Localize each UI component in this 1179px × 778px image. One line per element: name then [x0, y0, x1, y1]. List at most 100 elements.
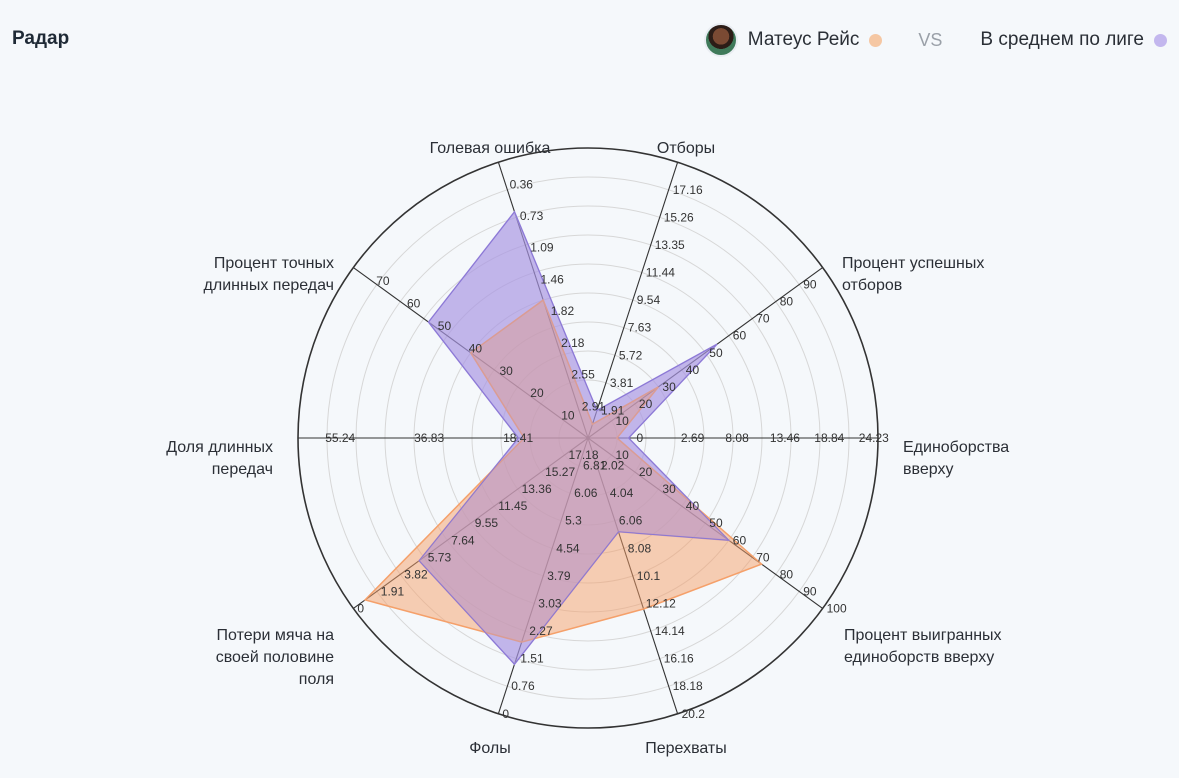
- tick-label: 6.81: [583, 459, 607, 473]
- tick-label: 30: [662, 380, 676, 394]
- tick-label: 2.02: [601, 459, 625, 473]
- tick-label: 18.84: [814, 431, 844, 445]
- tick-label: 6.06: [619, 514, 643, 528]
- tick-label: 2.69: [681, 431, 705, 445]
- tick-label: 5.3: [565, 514, 582, 528]
- series-player-area: [363, 298, 764, 643]
- tick-label: 1.51: [520, 652, 544, 666]
- axis-line: [587, 162, 679, 439]
- player-avatar: [703, 23, 738, 57]
- axis-label: Голевая ошибка: [430, 140, 551, 157]
- tick-label: 24.23: [859, 431, 889, 445]
- tick-label: 1.82: [551, 304, 575, 318]
- tick-label: 80: [780, 567, 794, 581]
- page-title: Радар: [12, 28, 70, 49]
- tick-label: 3.82: [404, 567, 428, 581]
- axis-label: Потери мяча на своей половине поля: [216, 627, 334, 688]
- legend-player[interactable]: Матеус Рейс: [703, 23, 883, 57]
- tick-label: 11.44: [646, 266, 675, 280]
- tick-label: 4.54: [556, 541, 580, 555]
- tick-label: 10: [616, 414, 630, 428]
- tick-label: 30: [500, 364, 514, 378]
- tick-label: 2.91: [582, 399, 606, 413]
- tick-label: 10: [561, 409, 575, 423]
- tick-label: 3.81: [610, 376, 634, 390]
- tick-label: 70: [756, 312, 770, 326]
- legend-league-label: В среднем по лиге: [980, 29, 1144, 50]
- tick-label: 80: [780, 295, 794, 309]
- tick-label: 10.1: [637, 569, 661, 583]
- tick-label: 90: [803, 584, 817, 598]
- axis-label: Процент точных длинных передач: [204, 255, 334, 294]
- tick-label: 3.03: [538, 597, 562, 611]
- tick-label: 11.45: [498, 499, 527, 513]
- tick-label: 15.26: [664, 210, 694, 224]
- tick-label: 20: [639, 397, 653, 411]
- legend: Матеус Рейс VS В среднем по лиге: [703, 18, 1167, 62]
- tick-label: 1.09: [530, 241, 554, 255]
- tick-label: 13.35: [655, 238, 685, 252]
- tick-label: 0.73: [520, 209, 544, 223]
- vs-label: VS: [918, 29, 943, 50]
- tick-label: 13.46: [770, 431, 800, 445]
- tick-label: 70: [376, 274, 390, 288]
- legend-player-label: Матеус Рейс: [747, 29, 860, 50]
- tick-label: 8.08: [725, 431, 749, 445]
- tick-label: 2.27: [529, 624, 553, 638]
- tick-label: 9.54: [637, 293, 661, 307]
- tick-label: 7.64: [451, 533, 475, 547]
- tick-label: 30: [662, 482, 676, 496]
- tick-label: 3.79: [547, 569, 571, 583]
- tick-label: 10: [616, 448, 630, 462]
- tick-label: 16.16: [664, 652, 694, 666]
- tick-label: 90: [803, 278, 817, 292]
- tick-label: 6.06: [574, 486, 598, 500]
- tick-label: 12.12: [646, 597, 676, 611]
- tick-label: 70: [756, 550, 770, 564]
- tick-label: 17.18: [569, 448, 599, 462]
- tick-label: 1.91: [381, 584, 405, 598]
- tick-label: 2.18: [561, 336, 585, 350]
- axis-label: Доля длинных передач: [166, 439, 273, 478]
- tick-label: 7.63: [628, 321, 652, 335]
- tick-label: 20: [639, 465, 653, 479]
- tick-label: 5.73: [428, 550, 452, 564]
- tick-label: 0: [502, 707, 509, 721]
- axis-label: Отборы: [657, 140, 715, 157]
- tick-label: 13.36: [522, 482, 552, 496]
- tick-label: 18.18: [673, 679, 703, 693]
- tick-label: 15.27: [545, 465, 575, 479]
- axis-label: Фолы: [469, 740, 511, 757]
- tick-label: 60: [407, 297, 421, 311]
- tick-label: 5.72: [619, 348, 643, 362]
- tick-label: 14.14: [655, 624, 685, 638]
- tick-label: 36.83: [414, 431, 444, 445]
- tick-label: 8.08: [628, 541, 652, 555]
- tick-label: 100: [827, 602, 847, 616]
- tick-label: 9.55: [475, 516, 499, 530]
- axis-label: Процент успешных отборов: [842, 255, 984, 294]
- tick-label: 1.46: [541, 272, 565, 286]
- tick-label: 1.91: [601, 403, 625, 417]
- legend-league-dot: [1154, 33, 1167, 47]
- tick-label: 60: [733, 533, 747, 547]
- legend-league[interactable]: В среднем по лиге: [980, 29, 1167, 51]
- series-league-overlay: [418, 210, 731, 665]
- tick-label: 0: [357, 602, 364, 616]
- axis-label: Перехваты: [645, 740, 727, 757]
- tick-label: 60: [733, 329, 747, 343]
- tick-label: 40: [686, 499, 700, 513]
- tick-label: 40: [469, 341, 483, 355]
- tick-label: 0.76: [511, 679, 535, 693]
- axis-label: Единоборства вверху: [903, 439, 1009, 478]
- tick-label: 4.04: [610, 486, 634, 500]
- tick-label: 18.41: [503, 431, 533, 445]
- axis-label: Процент выигранных единоборств вверху: [844, 627, 1002, 666]
- tick-label: 20.2: [682, 707, 706, 721]
- tick-label: 20: [530, 386, 544, 400]
- legend-player-dot: [869, 33, 883, 47]
- tick-label: 55.24: [325, 431, 355, 445]
- tick-label: 40: [686, 363, 700, 377]
- tick-label: 0.36: [510, 177, 534, 191]
